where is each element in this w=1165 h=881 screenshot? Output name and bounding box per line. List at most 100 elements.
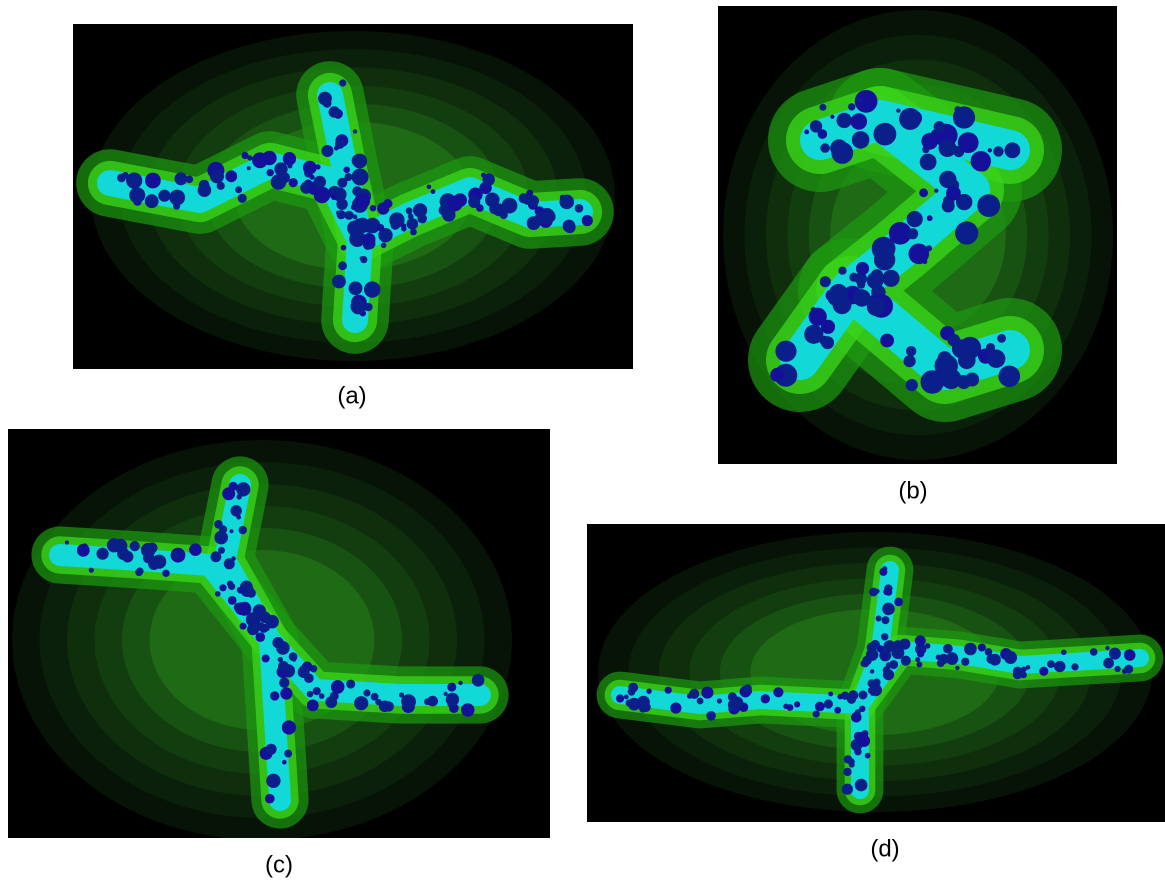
fractal-detail <box>867 298 885 316</box>
fractal-detail <box>847 695 856 704</box>
fractal-detail <box>856 262 869 275</box>
fractal-detail <box>783 704 788 709</box>
fractal-detail <box>189 543 202 556</box>
fractal-detail <box>278 661 289 672</box>
fractal-detail <box>408 214 414 220</box>
fractal-detail <box>880 334 894 348</box>
fractal-detail <box>794 701 800 707</box>
fractal-detail <box>377 224 384 231</box>
fractal-detail <box>410 229 417 236</box>
fractal-detail <box>331 680 345 694</box>
fractal-detail <box>346 680 355 689</box>
fractal-detail <box>381 243 387 249</box>
fractal-detail <box>626 699 633 706</box>
fractal-detail <box>424 698 431 705</box>
fractal-detail <box>857 97 862 102</box>
fractal-detail <box>628 683 638 693</box>
fractal-detail <box>844 755 852 763</box>
fractal-detail <box>706 711 716 721</box>
fractal-detail <box>818 129 828 139</box>
fractal-detail <box>122 551 134 563</box>
fractal-detail <box>923 259 928 264</box>
fractal-detail <box>138 189 145 196</box>
fractal-detail <box>773 687 783 697</box>
fractal-detail <box>939 171 956 188</box>
fractal-detail <box>1105 646 1109 650</box>
fractal-detail <box>357 700 365 708</box>
fractal-detail <box>852 131 870 149</box>
fractal-detail <box>237 588 243 594</box>
fractal-detail <box>210 169 224 183</box>
fractal-detail <box>862 656 872 666</box>
fractal-detail <box>896 108 900 112</box>
fractal-detail <box>921 133 938 150</box>
fractal-detail <box>646 689 651 694</box>
fractal-detail <box>130 541 140 551</box>
fractal-detail <box>535 212 547 224</box>
fractal-detail <box>354 225 365 236</box>
fractal-detail <box>697 698 704 705</box>
fractal-detail <box>313 687 321 695</box>
fractal-detail <box>265 794 275 804</box>
fractal-detail <box>314 187 331 204</box>
fractal-detail <box>65 540 69 544</box>
fractal-detail <box>339 79 346 86</box>
fractal-detail <box>238 194 247 203</box>
fractal-detail <box>370 205 376 211</box>
panel-caption: (d) <box>870 835 899 862</box>
fractal-detail <box>247 589 256 598</box>
fractal-detail <box>837 113 852 128</box>
fractal-detail <box>819 104 826 111</box>
fractal-detail <box>946 653 958 665</box>
fractal-detail <box>224 558 235 569</box>
fractal-detail <box>848 103 855 110</box>
fractal-detail <box>364 281 380 297</box>
fractal-detail <box>363 233 376 246</box>
fractal-detail <box>468 196 480 208</box>
fractal-detail <box>854 748 861 755</box>
fractal-detail <box>920 154 937 171</box>
fractal-detail <box>882 603 895 616</box>
fractal-detail <box>873 679 881 687</box>
fractal-detail <box>838 267 846 275</box>
fractal-detail <box>447 683 456 692</box>
fractal-detail <box>575 204 584 213</box>
fractal-detail <box>282 760 287 765</box>
fractal-detail <box>1124 649 1135 660</box>
fractal-detail <box>927 215 933 221</box>
fractal-detail <box>993 146 1003 156</box>
fractal-detail <box>280 687 292 699</box>
fractal-detail <box>935 354 958 377</box>
fractal-detail <box>876 616 882 622</box>
fractal-detail <box>267 169 274 176</box>
fractal-detail <box>958 132 979 153</box>
fractal-detail <box>351 205 356 210</box>
page: (a)(b)(c)(d) (() => { const data = JSON.… <box>0 0 1165 881</box>
fractal-detail <box>865 753 871 759</box>
fractal-detail <box>431 189 436 194</box>
fractal-detail <box>384 701 394 711</box>
fractal-detail <box>230 529 234 533</box>
fractal-detail <box>869 588 878 597</box>
fractal-detail <box>815 702 825 712</box>
fractal-detail <box>461 703 474 716</box>
panel-caption: (a) <box>337 382 366 409</box>
fractal-detail <box>616 694 624 702</box>
fractal-detail <box>186 176 194 184</box>
fractal-detail <box>1124 665 1133 674</box>
fractal-detail <box>919 188 928 197</box>
fractal-detail <box>363 689 370 696</box>
fractal-detail <box>813 711 820 718</box>
fractal-detail <box>307 700 319 712</box>
fractal-detail <box>901 656 911 666</box>
fractal-detail <box>236 482 250 496</box>
fractal-detail <box>872 237 896 261</box>
fractal-detail <box>953 106 975 128</box>
fractal-detail <box>955 221 978 244</box>
fractal-detail <box>322 145 334 157</box>
fractal-detail <box>564 222 576 234</box>
fractal-detail <box>427 185 432 190</box>
fractal-detail <box>89 568 94 573</box>
fractal-detail <box>874 123 897 146</box>
fractal-detail <box>978 644 986 652</box>
